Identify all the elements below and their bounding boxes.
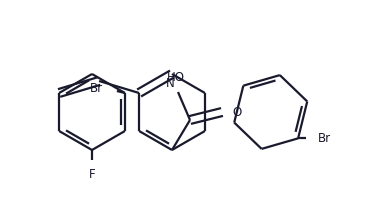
Text: Br: Br bbox=[318, 132, 331, 145]
Text: F: F bbox=[89, 168, 95, 181]
Text: Br: Br bbox=[90, 82, 103, 95]
Text: N: N bbox=[166, 77, 175, 90]
Text: O: O bbox=[232, 106, 241, 118]
Text: HO: HO bbox=[167, 71, 185, 84]
